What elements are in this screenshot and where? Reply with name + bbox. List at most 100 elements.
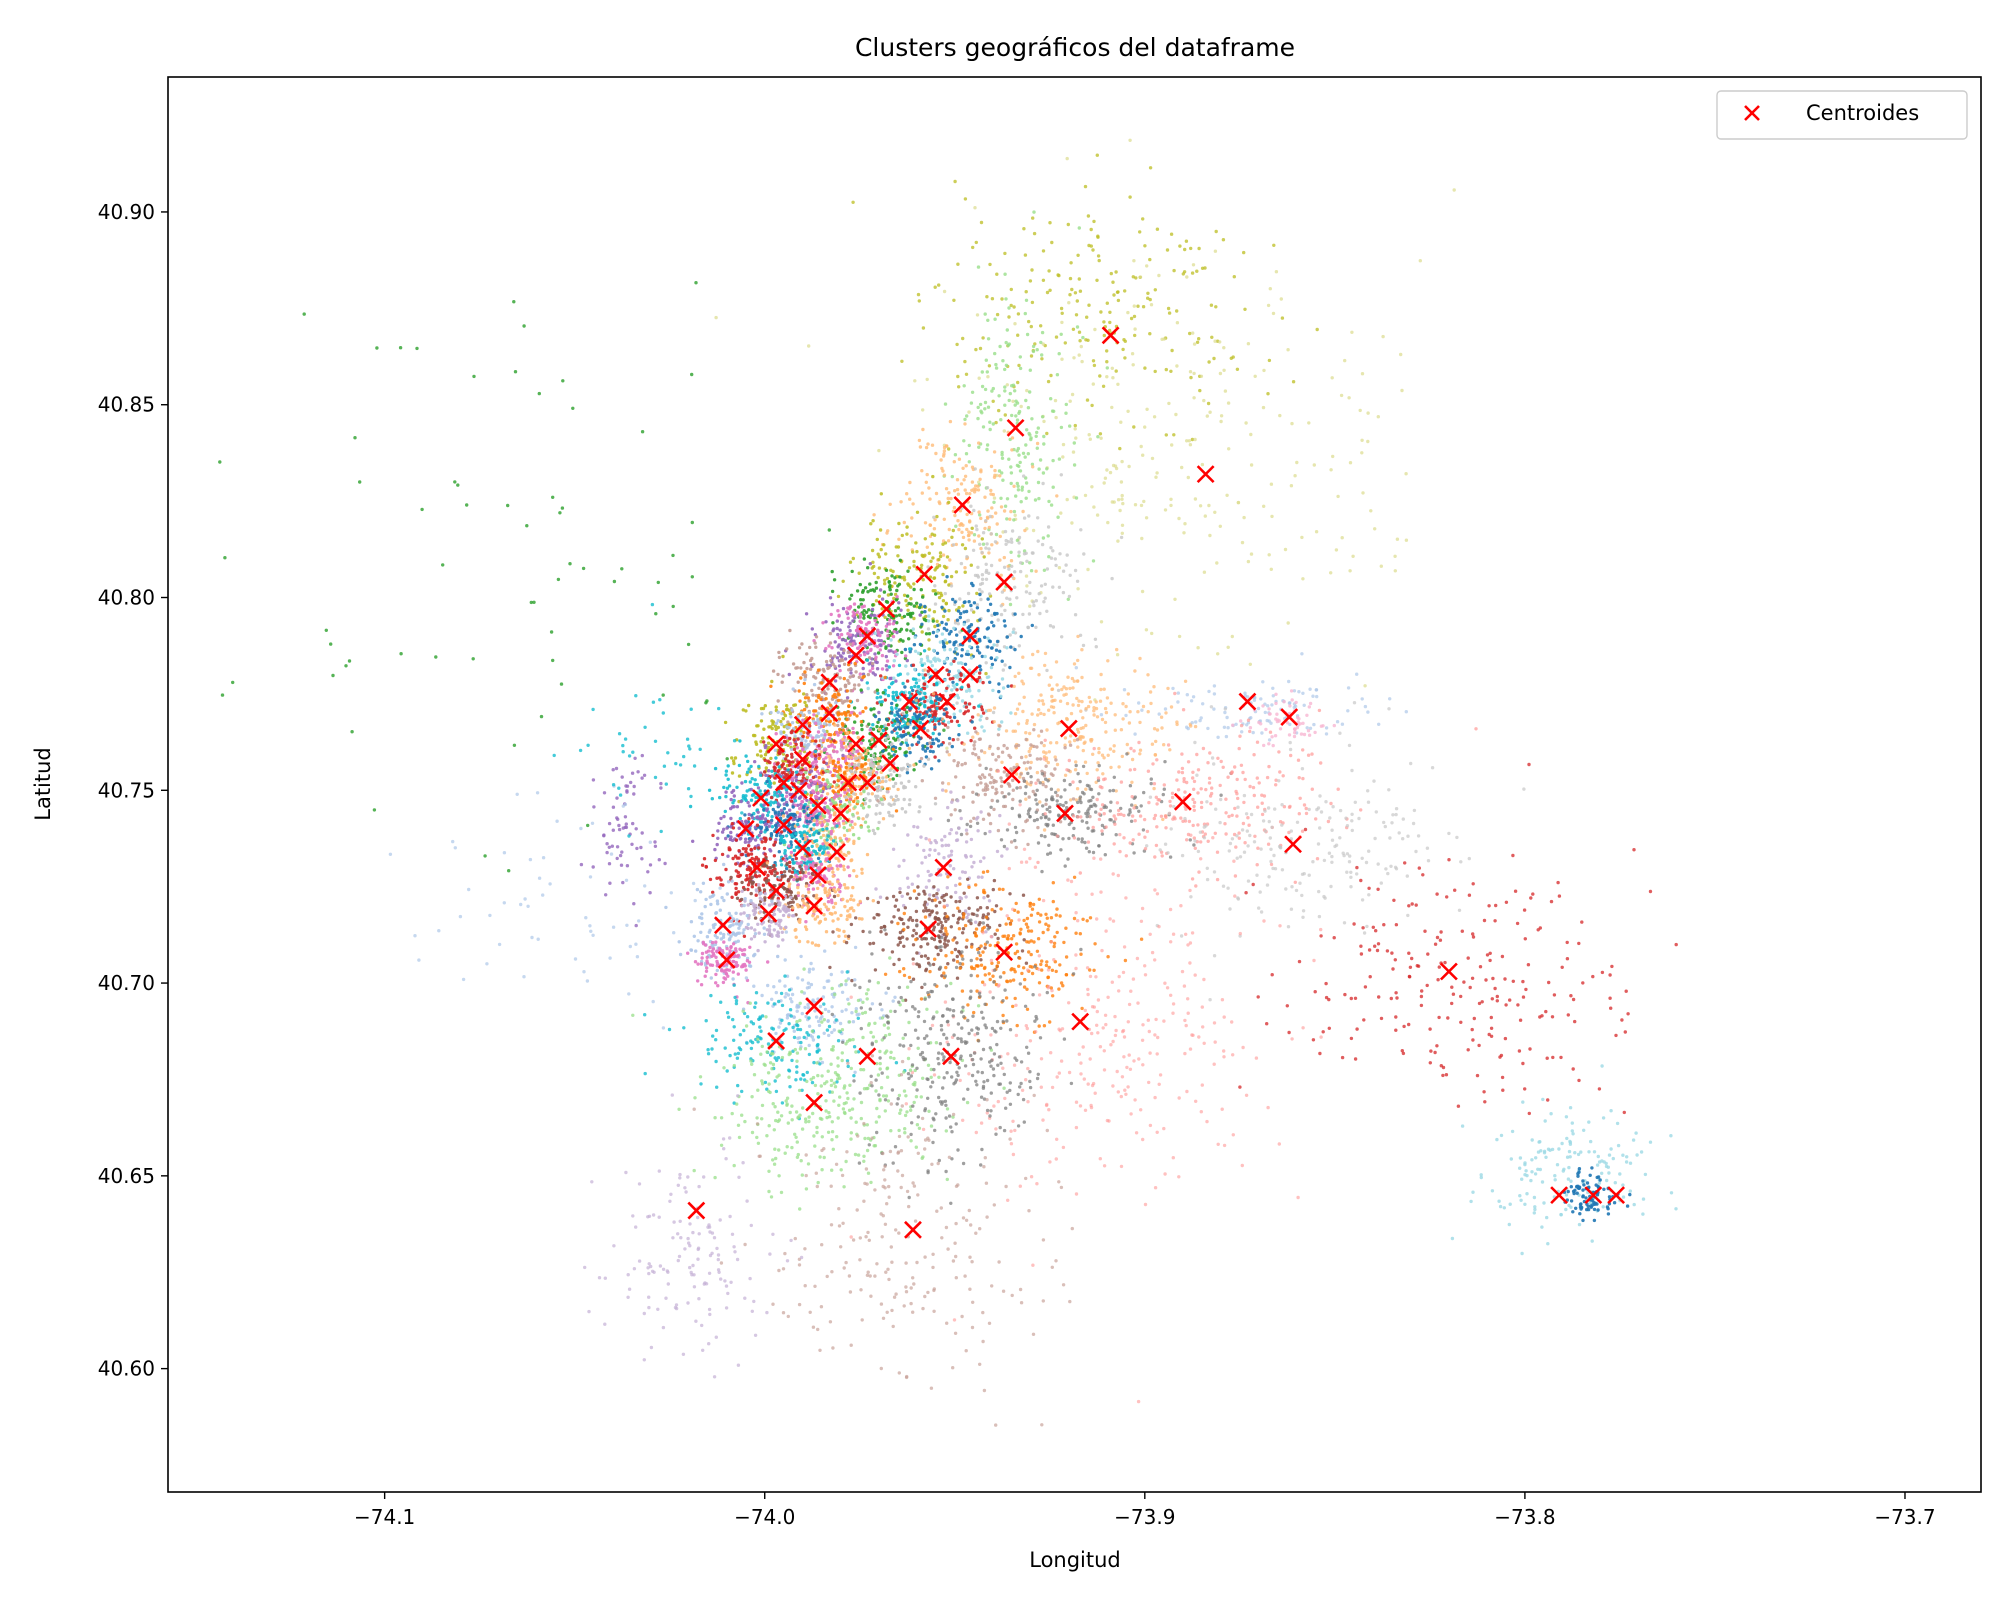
data-point [864, 754, 868, 759]
data-point [916, 684, 921, 689]
data-point [799, 771, 803, 775]
data-point [987, 551, 991, 555]
data-point [880, 802, 885, 806]
data-point [1112, 293, 1116, 297]
data-point [1065, 497, 1069, 502]
data-point [885, 629, 890, 633]
data-point [1192, 396, 1196, 400]
data-point [753, 916, 758, 920]
data-point [1027, 489, 1031, 494]
data-point [831, 839, 836, 843]
data-point [956, 622, 960, 626]
data-point [796, 891, 801, 895]
data-point [735, 805, 740, 809]
data-point [914, 785, 918, 789]
data-point [977, 445, 981, 449]
data-point [747, 703, 751, 708]
data-point [798, 864, 802, 869]
data-point [845, 731, 850, 735]
data-point [789, 874, 794, 879]
data-point [954, 542, 958, 547]
data-point [748, 868, 752, 872]
data-point [895, 773, 899, 778]
data-point [967, 530, 971, 534]
data-point [1042, 434, 1046, 439]
data-point [1193, 437, 1197, 442]
data-point [776, 710, 780, 714]
data-point [915, 710, 919, 714]
data-point [997, 469, 1002, 473]
data-point [897, 537, 901, 541]
data-point [975, 603, 979, 607]
data-point [990, 620, 994, 624]
data-point [1041, 536, 1046, 540]
data-point [894, 598, 898, 602]
data-point [799, 867, 804, 872]
data-point [777, 765, 781, 769]
data-point [978, 718, 982, 722]
data-point [869, 708, 873, 712]
data-point [794, 873, 798, 877]
data-point [848, 621, 852, 625]
data-point [1021, 612, 1025, 617]
data-point [852, 712, 856, 716]
data-point [858, 653, 863, 657]
data-point [768, 725, 773, 729]
data-point [812, 713, 816, 717]
data-point [807, 857, 811, 861]
data-point [767, 745, 771, 750]
data-point [844, 738, 848, 743]
data-point [803, 743, 807, 747]
data-point [867, 620, 871, 625]
data-point [1133, 503, 1138, 507]
data-point [878, 528, 883, 532]
data-point [819, 697, 823, 701]
data-point [801, 836, 805, 841]
data-point [772, 843, 776, 847]
data-point [790, 777, 794, 782]
data-point [892, 629, 896, 634]
data-point [774, 721, 779, 725]
data-point [974, 240, 978, 245]
data-point [998, 558, 1002, 562]
data-point [935, 629, 939, 634]
data-point [849, 710, 854, 715]
data-point [1005, 383, 1009, 387]
data-point [843, 803, 847, 807]
data-point [997, 727, 1001, 731]
data-point [896, 606, 900, 610]
data-point [1026, 406, 1031, 410]
data-point [836, 917, 840, 921]
data-point [921, 427, 925, 432]
data-point [920, 469, 924, 473]
data-point [1293, 474, 1297, 478]
data-point [791, 866, 795, 871]
data-point [868, 798, 872, 803]
data-point [976, 416, 980, 421]
data-point [770, 719, 774, 723]
data-point [955, 701, 959, 705]
data-point [948, 558, 952, 562]
data-point [943, 402, 948, 406]
data-point [1016, 488, 1021, 492]
data-point [738, 739, 742, 743]
data-point [787, 844, 791, 848]
data-point [955, 688, 959, 692]
data-point [877, 594, 881, 598]
data-point [1269, 567, 1274, 571]
data-point [963, 566, 967, 570]
data-point [836, 769, 840, 774]
data-point [921, 747, 925, 751]
data-point [966, 618, 971, 623]
data-point [906, 722, 910, 726]
data-point [929, 559, 933, 563]
data-point [748, 780, 752, 784]
data-point [807, 848, 811, 852]
data-point [854, 634, 858, 638]
data-point [883, 582, 887, 586]
data-point [912, 726, 916, 730]
data-point [828, 783, 833, 787]
data-point [1082, 552, 1086, 556]
data-point [1009, 550, 1013, 554]
data-point [891, 723, 895, 728]
